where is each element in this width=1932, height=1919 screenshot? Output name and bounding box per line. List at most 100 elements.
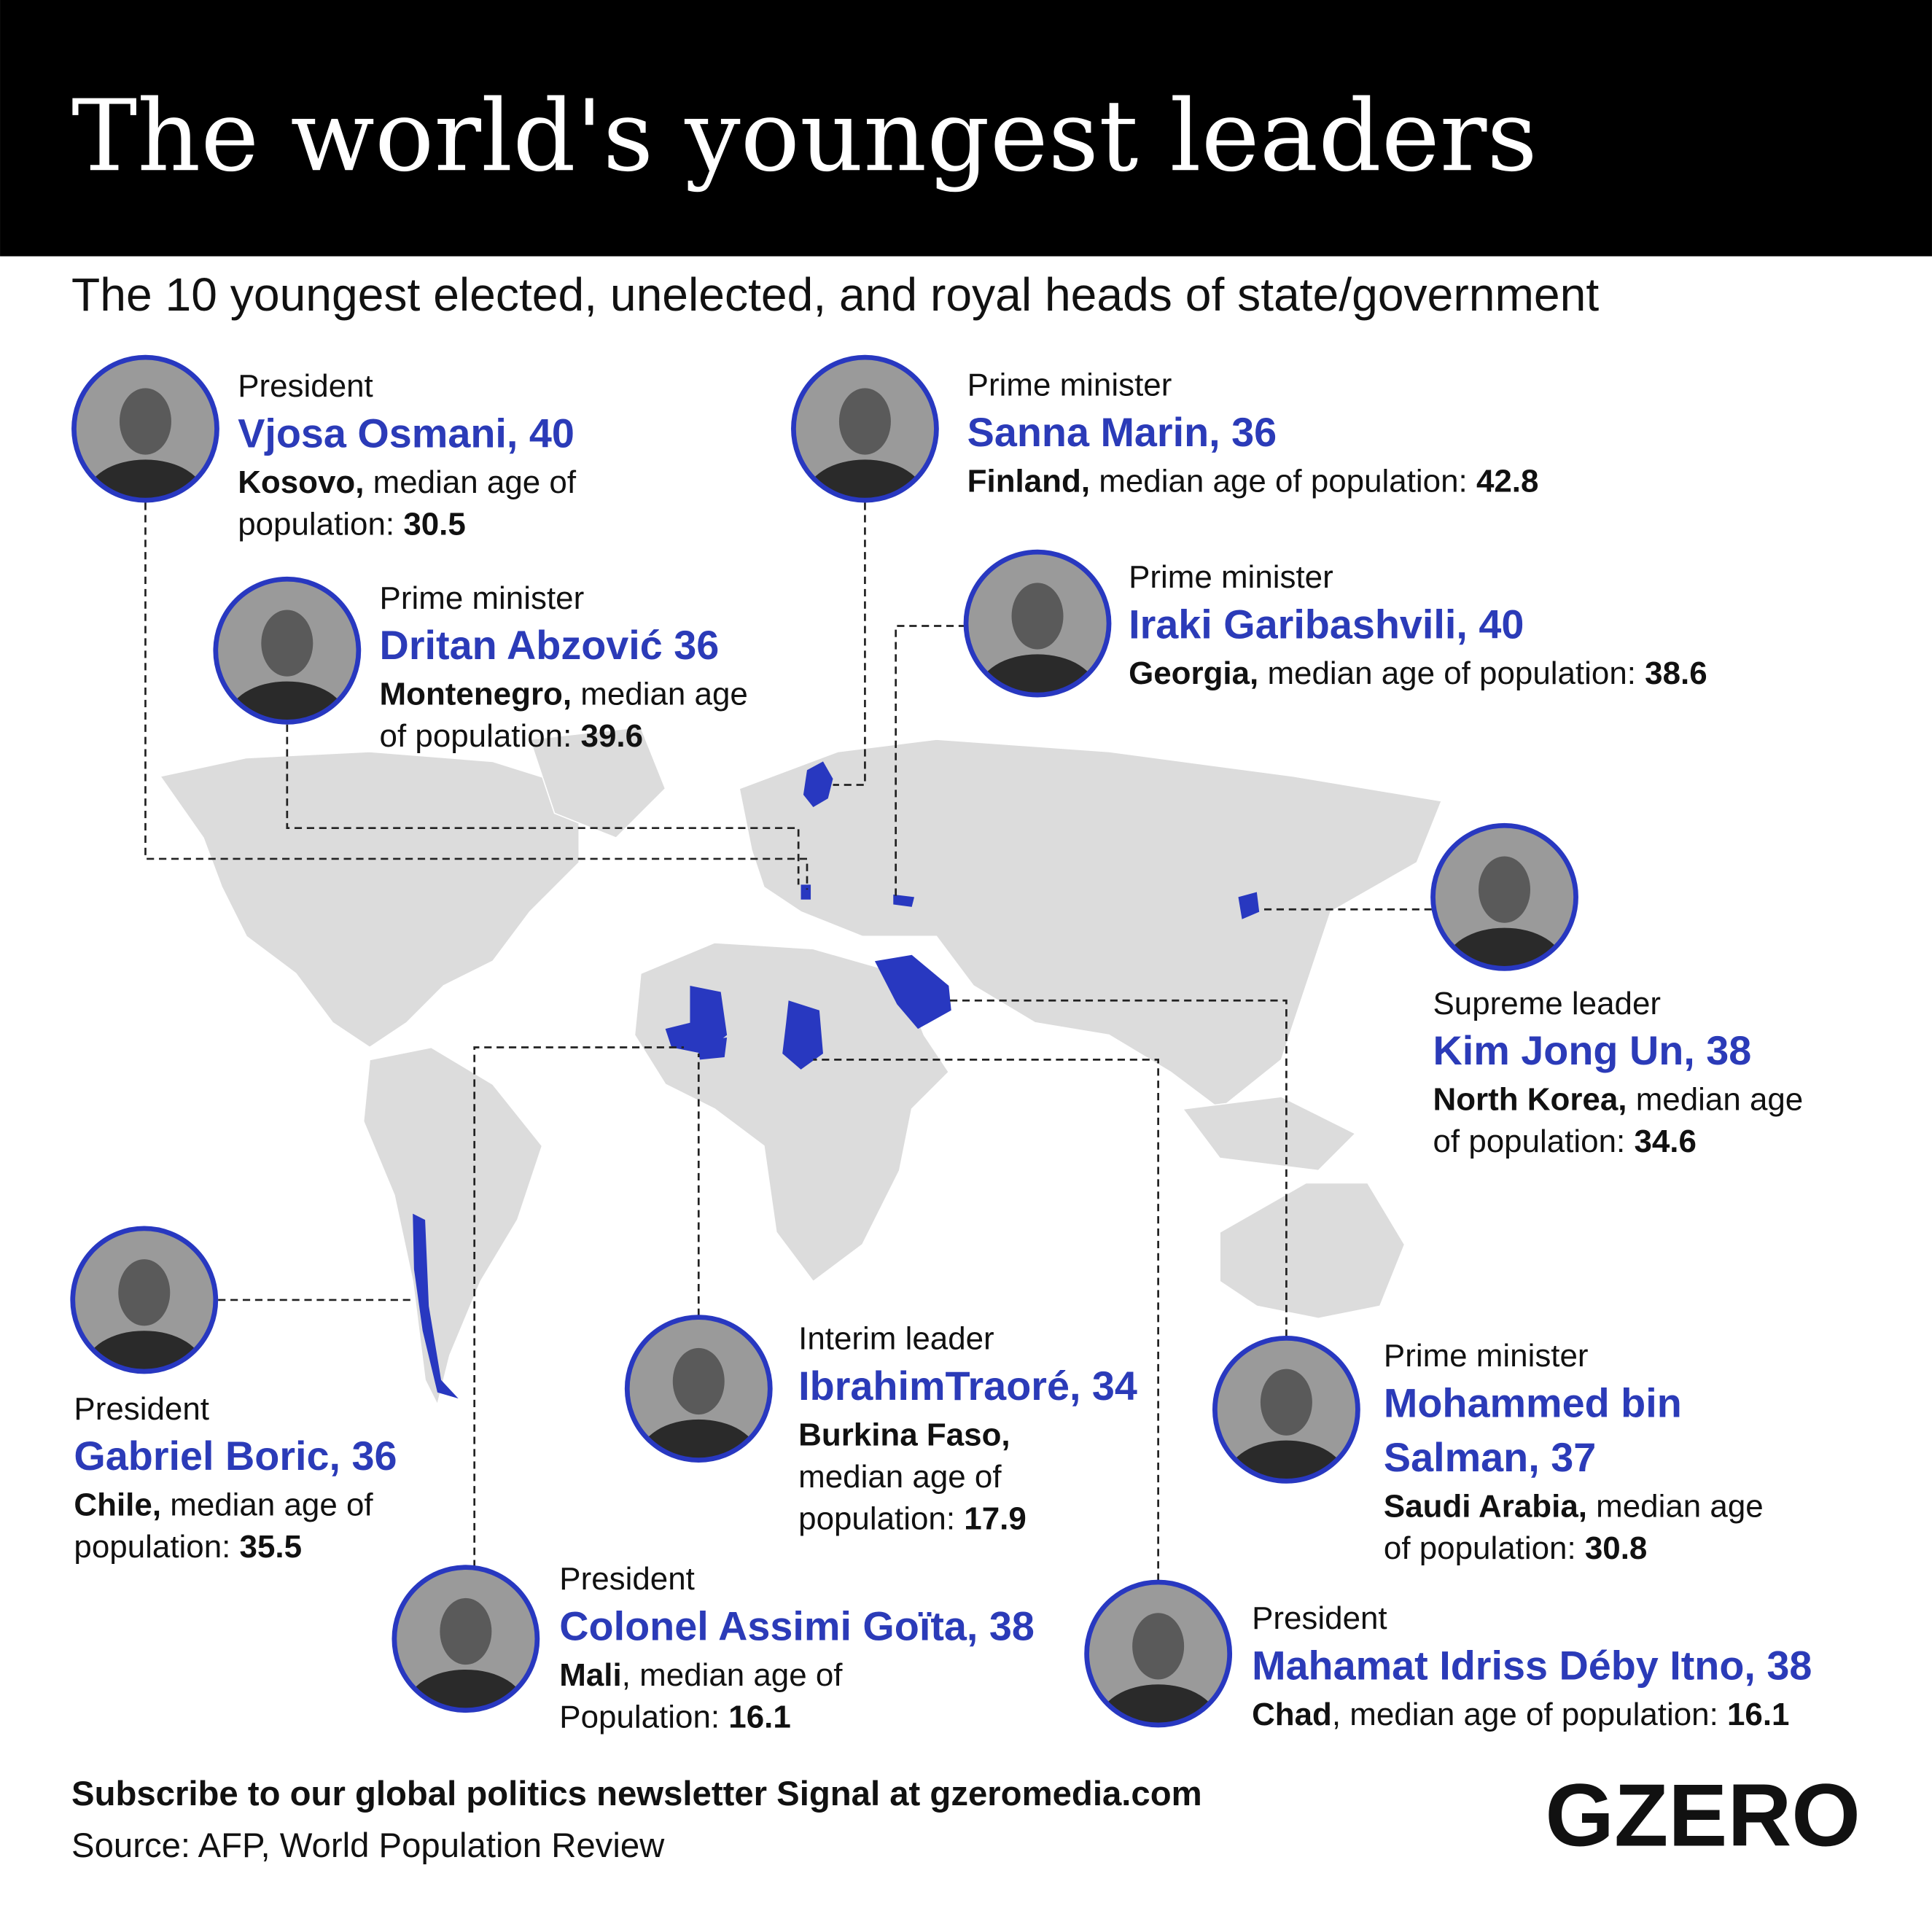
detail-segment: of population: <box>380 718 581 754</box>
photo-ring <box>71 354 219 503</box>
photo-body <box>978 654 1097 694</box>
leader-name: Gabriel Boric, 36 <box>74 1433 397 1479</box>
leader-name: Salman, 37 <box>1384 1435 1596 1480</box>
detail-line: of population: 34.6 <box>1433 1124 1697 1159</box>
photo <box>1216 1339 1357 1480</box>
photo <box>74 1229 215 1371</box>
photo-head <box>1260 1369 1312 1436</box>
detail-segment: of population: <box>1384 1530 1585 1566</box>
detail-segment: median age of <box>364 464 576 500</box>
detail-segment: median age of <box>798 1459 1002 1495</box>
detail-segment: Montenegro, <box>380 677 572 712</box>
detail-segment: Georgia, <box>1129 655 1258 691</box>
detail-segment: Burkina Faso, <box>798 1417 1010 1452</box>
photo-ring <box>1212 1335 1360 1484</box>
photo-body <box>1445 927 1564 968</box>
highlighted-countries <box>413 761 1260 1399</box>
photo-ring <box>392 1565 540 1713</box>
detail-segment: 42.8 <box>1476 463 1538 499</box>
photo-head <box>1132 1613 1185 1680</box>
photo-head <box>261 610 313 677</box>
detail-segment: 38.6 <box>1645 655 1707 691</box>
photo <box>75 358 216 499</box>
leader-name: Vjosa Osmani, 40 <box>238 410 574 456</box>
photo-body <box>639 1419 758 1459</box>
role: Prime minister <box>967 367 1172 402</box>
leader: Interim leader IbrahimTraoré, 34 Burkina F… <box>624 1315 1137 1536</box>
detail-segment: 16.1 <box>1727 1697 1790 1732</box>
detail-segment: median age of population: <box>1258 655 1645 691</box>
detail-segment: Saudi Arabia, <box>1384 1488 1587 1524</box>
source: Source: AFP, World Population Review <box>71 1826 665 1865</box>
photo-body <box>1227 1440 1346 1480</box>
detail-segment: Chile, <box>74 1487 161 1523</box>
leader: Prime minister Sanna Marin, 36 Finland, me… <box>791 354 1538 503</box>
newsletter: Subscribe to our global politics newslet… <box>71 1775 1202 1813</box>
leader-name: Mahamat Idriss Déby Itno, 38 <box>1252 1643 1812 1688</box>
photo <box>795 358 935 499</box>
leader: Prime minister Mohammed bin Salman, 37 Saud… <box>1212 1335 1764 1566</box>
leader-name: Colonel Assimi Goïta, 38 <box>559 1603 1035 1649</box>
detail-segment: , median age of population: <box>1332 1697 1727 1732</box>
leader: President Vjosa Osmani, 40 Kosovo, median … <box>71 354 577 542</box>
role: Interim leader <box>798 1321 994 1357</box>
leader-name: Iraki Garibashvili, 40 <box>1129 602 1524 647</box>
leader: President Colonel Assimi Goïta, 38 Mali, m… <box>392 1561 1035 1735</box>
detail-line: Montenegro, median age <box>380 677 748 712</box>
detail-line: Burkina Faso, <box>798 1417 1010 1452</box>
leader: President Mahamat Idriss Déby Itno, 38 Cha… <box>1084 1579 1812 1732</box>
photo-body <box>85 1331 203 1371</box>
detail-line: Chad, median age of population: 16.1 <box>1252 1697 1789 1732</box>
logo: GZERO <box>1545 1766 1861 1865</box>
detail-segment: median age of <box>161 1487 373 1523</box>
detail-line: of population: 30.8 <box>1384 1530 1647 1566</box>
title: The world's youngest leaders <box>71 79 1538 193</box>
photo <box>217 580 358 721</box>
photo-body <box>1099 1684 1218 1724</box>
detail-segment: 30.8 <box>1585 1530 1648 1566</box>
detail-segment: 17.9 <box>964 1500 1027 1536</box>
detail-segment: , median age of <box>622 1657 844 1693</box>
detail-segment: Population: <box>559 1699 728 1735</box>
detail-line: population: 30.5 <box>238 506 466 542</box>
world-map <box>159 726 1443 1407</box>
detail-line: population: 35.5 <box>74 1529 302 1565</box>
detail-line: North Korea, median age <box>1433 1082 1804 1118</box>
photo <box>967 553 1108 694</box>
photo-head <box>119 388 171 455</box>
photo-ring <box>624 1315 773 1463</box>
detail-line: Population: 16.1 <box>559 1699 790 1735</box>
photo-body <box>227 681 346 721</box>
detail-segment: population: <box>798 1500 964 1536</box>
leader-name: IbrahimTraoré, 34 <box>798 1363 1137 1409</box>
leader: Prime minister Dritan Abzović 36 Montenegr… <box>213 576 748 754</box>
photo-body <box>806 459 924 499</box>
detail-segment: 30.5 <box>403 506 466 542</box>
detail-segment: median age <box>1587 1488 1764 1524</box>
detail-line: median age of <box>798 1459 1002 1495</box>
photo <box>1088 1583 1228 1724</box>
subtitle: The 10 youngest elected, unelected, and … <box>71 268 1599 321</box>
detail-segment: median age of population: <box>1090 463 1476 499</box>
connectors <box>144 502 1432 1581</box>
leader: President Gabriel Boric, 36 Chile, median … <box>70 1226 397 1565</box>
detail-segment: Chad <box>1252 1697 1332 1732</box>
detail-segment: median age <box>572 677 748 712</box>
photo-body <box>406 1669 525 1710</box>
detail-segment: of population: <box>1433 1124 1635 1159</box>
detail-segment: population: <box>238 506 403 542</box>
photo <box>395 1568 537 1710</box>
photo-head <box>838 388 891 455</box>
leader-name: Mohammed bin <box>1384 1380 1682 1425</box>
detail-line: Kosovo, median age of <box>238 464 577 500</box>
photo <box>628 1318 769 1459</box>
detail-segment: North Korea, <box>1433 1082 1627 1118</box>
leader-name: Dritan Abzović 36 <box>380 623 720 668</box>
detail-segment: 34.6 <box>1634 1124 1697 1159</box>
leader-name: Sanna Marin, 36 <box>967 410 1277 455</box>
detail-segment: median age <box>1627 1082 1804 1118</box>
role: Prime minister <box>1129 559 1333 595</box>
photo-head <box>1479 856 1531 923</box>
detail-segment: Mali <box>559 1657 621 1693</box>
